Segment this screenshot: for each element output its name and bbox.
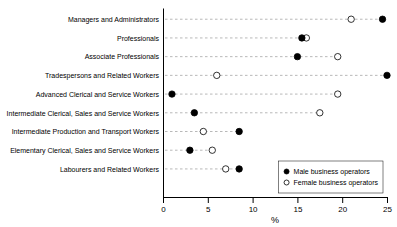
- y-tick: Managers and Administrators: [68, 16, 163, 24]
- y-tick-label: Associate Professionals: [85, 53, 160, 60]
- legend: Male business operators Female business o…: [279, 161, 383, 193]
- y-tick: Intermediate Production and Transport Wo…: [12, 128, 163, 136]
- x-tick-label: 0: [161, 205, 166, 214]
- y-tick-label: Intermediate Production and Transport Wo…: [12, 128, 160, 136]
- x-tick: 15: [293, 197, 302, 214]
- legend-label: Female business operators: [294, 179, 379, 187]
- x-tick-mark: [297, 197, 298, 203]
- y-tick-label: Tradespersons and Related Workers: [45, 72, 159, 80]
- dot: [335, 91, 341, 97]
- guide-line: [165, 75, 387, 76]
- legend-label: Male business operators: [294, 168, 371, 176]
- dot: [169, 91, 175, 97]
- guide-line: [165, 56, 338, 57]
- guide-line: [165, 94, 338, 95]
- guide-line: [165, 112, 320, 113]
- x-tick: 10: [249, 197, 258, 214]
- legend-frame: [279, 161, 383, 193]
- guide-line: [165, 37, 306, 38]
- dot: [299, 35, 305, 41]
- dot: [384, 72, 390, 78]
- x-tick-label: 5: [206, 205, 211, 214]
- x-tick-label: 15: [293, 205, 302, 214]
- y-tick: Elementary Clerical, Sales and Service W…: [10, 147, 163, 155]
- dot: [317, 110, 323, 116]
- legend-marker: [284, 169, 289, 174]
- y-tick-label: Labourers and Related Workers: [60, 166, 160, 173]
- plot: 0 5 10 15 20 25 Labourers and Related Workers E…: [7, 9, 393, 214]
- dot: [348, 16, 354, 22]
- x-tick: 0: [161, 197, 166, 214]
- dot: [187, 147, 193, 153]
- x-tick-mark: [163, 197, 164, 203]
- y-tick: Intermediate Clerical, Sales and Service…: [7, 110, 163, 117]
- dot: [214, 72, 220, 78]
- dot: [200, 128, 206, 134]
- x-tick: 20: [338, 197, 347, 214]
- x-tick: 5: [206, 197, 211, 214]
- dot: [294, 53, 300, 59]
- y-tick-label: Elementary Clerical, Sales and Service W…: [10, 147, 159, 155]
- x-axis-line: [164, 198, 388, 204]
- dot: [191, 110, 197, 116]
- x-tick-label: 20: [338, 205, 347, 214]
- x-tick-label: 25: [383, 205, 392, 214]
- y-axis: Labourers and Related Workers Elementary …: [7, 9, 164, 198]
- x-tick-mark: [342, 197, 343, 203]
- dot: [379, 16, 385, 22]
- y-tick: Labourers and Related Workers: [60, 166, 163, 173]
- x-axis: 0 5 10 15 20 25: [161, 197, 392, 214]
- x-tick-label: 10: [249, 205, 258, 214]
- marks: [165, 16, 390, 172]
- y-axis-line: [163, 9, 164, 198]
- y-tick-label: Advanced Clerical and Service Workers: [36, 91, 160, 98]
- x-tick-mark: [208, 197, 209, 203]
- dot: [236, 128, 242, 134]
- y-tick-label: Intermediate Clerical, Sales and Service…: [7, 110, 160, 117]
- x-tick-mark: [387, 197, 388, 203]
- y-tick: Professionals: [117, 35, 163, 42]
- dot: [335, 53, 341, 59]
- y-tick: Associate Professionals: [85, 53, 163, 60]
- chart: 0 5 10 15 20 25 Labourers and Related Workers E…: [0, 0, 397, 227]
- x-tick: 25: [383, 197, 392, 214]
- dot: [209, 147, 215, 153]
- y-tick: Advanced Clerical and Service Workers: [36, 91, 163, 98]
- x-tick-mark: [253, 197, 254, 203]
- dot: [236, 166, 242, 172]
- y-tick-label: Professionals: [117, 35, 160, 42]
- y-tick: Tradespersons and Related Workers: [45, 72, 163, 80]
- legend-marker: [284, 180, 289, 185]
- y-tick-label: Managers and Administrators: [68, 16, 160, 24]
- x-axis-title: %: [271, 215, 279, 225]
- dot: [223, 166, 229, 172]
